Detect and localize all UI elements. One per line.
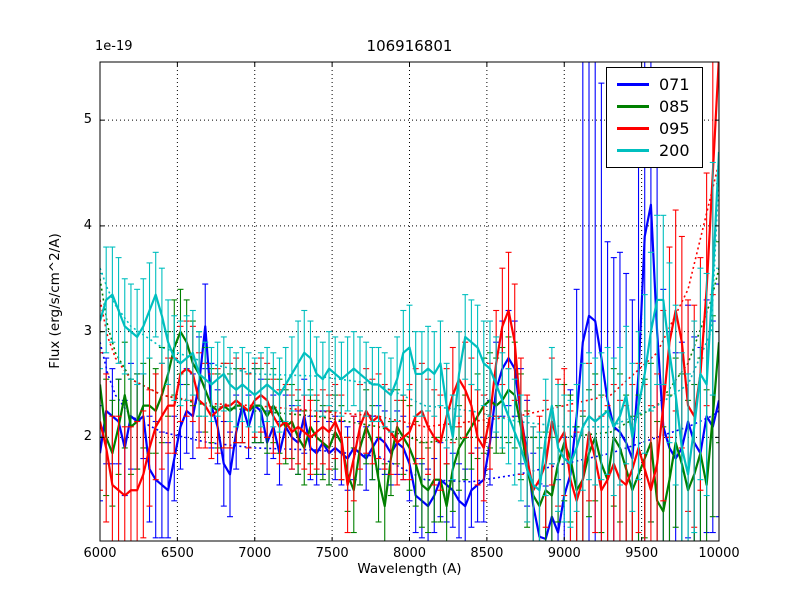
spectrum-line-200: [100, 151, 719, 492]
x-tick-label: 10000: [698, 546, 740, 561]
model-curve-071-model: [100, 342, 719, 483]
x-tick-label: 9500: [625, 546, 659, 561]
legend-entry-085: 085: [617, 97, 690, 116]
x-tick-label: 9000: [547, 546, 581, 561]
legend-label: 071: [659, 75, 690, 94]
x-tick-label: 8500: [470, 546, 504, 561]
spectrum-line-095: [100, 62, 719, 502]
y-tick-label: 2: [83, 429, 92, 445]
axes-spines: [99, 61, 720, 542]
x-tick-label: 7000: [238, 546, 272, 561]
x-tick-label: 7500: [315, 546, 349, 561]
legend-entry-095: 095: [617, 119, 690, 138]
legend-label: 085: [659, 97, 690, 116]
y-tick-label: 4: [83, 217, 92, 233]
legend-entry-200: 200: [617, 141, 690, 160]
legend-line-swatch: [617, 105, 649, 108]
legend: 071 085 095 200: [606, 67, 703, 168]
y-tick-label: 5: [83, 112, 92, 128]
x-tick-label: 6500: [160, 546, 194, 561]
model-curve-095-model: [100, 162, 719, 428]
legend-line-swatch: [617, 149, 649, 152]
chart-title: 106916801: [366, 37, 453, 55]
y-tick-label: 3: [83, 323, 92, 339]
y-axis-offset-label: 1e-19: [95, 39, 133, 54]
x-tick-label: 6000: [83, 546, 117, 561]
data-layer: [100, 62, 719, 541]
legend-line-swatch: [617, 127, 649, 130]
legend-entry-071: 071: [617, 75, 690, 94]
legend-label: 200: [659, 141, 690, 160]
legend-label: 095: [659, 119, 690, 138]
y-axis-label: Flux (erg/s/cm^2/A): [47, 233, 63, 369]
x-axis-label: Wavelength (A): [357, 561, 462, 577]
x-tick-label: 8000: [392, 546, 427, 561]
legend-line-swatch: [617, 83, 649, 86]
